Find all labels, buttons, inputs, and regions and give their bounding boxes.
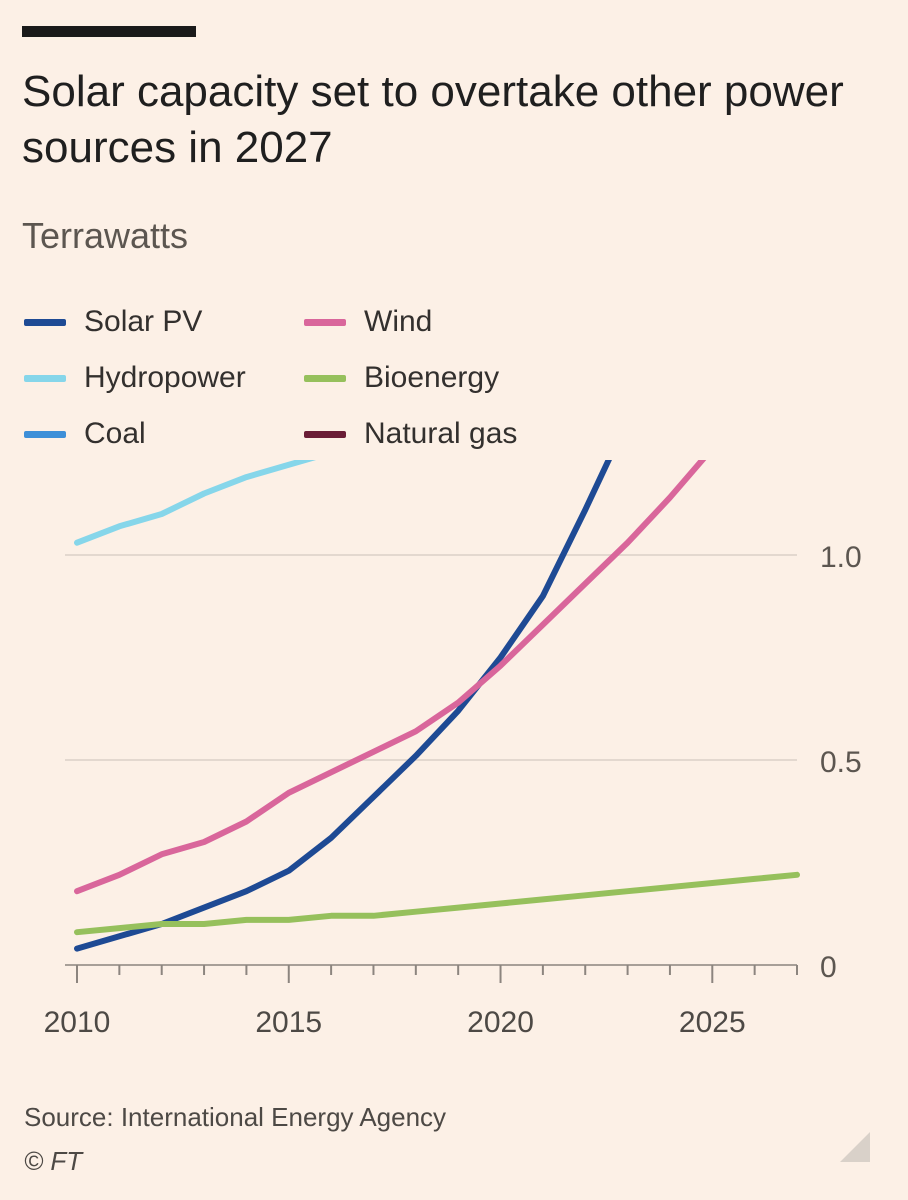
x-tick-label: 2015 — [255, 1006, 322, 1039]
header-rule — [22, 26, 196, 37]
legend-swatch — [24, 374, 66, 382]
y-tick-label: 0.5 — [820, 746, 862, 779]
y-tick-label: 0 — [820, 951, 837, 984]
source-note: Source: International Energy Agency — [24, 1102, 447, 1132]
series-line — [74, 871, 800, 936]
y-tick-label: 1.0 — [820, 541, 862, 574]
legend-swatch — [24, 430, 66, 438]
series-line — [74, 460, 707, 895]
chart-subtitle: Terrawatts — [22, 215, 189, 256]
series-line — [74, 460, 612, 952]
legend-swatch — [304, 318, 346, 326]
legend-label: Solar PV — [84, 305, 203, 338]
legend-label: Wind — [364, 305, 433, 338]
legend-item: Hydropower — [24, 356, 246, 400]
legend-item: Wind — [304, 300, 432, 344]
series-line — [74, 460, 317, 546]
resize-corner-icon — [840, 1132, 870, 1162]
copyright-note: © FT — [24, 1146, 83, 1176]
chart-legend: Solar PV Wind Hydropower Bioenergy Coal Natur… — [24, 300, 884, 470]
legend-swatch — [24, 318, 66, 326]
x-tick-label: 2010 — [44, 1006, 111, 1039]
x-tick-label: 2025 — [679, 1006, 746, 1039]
legend-label: Natural gas — [364, 417, 518, 450]
legend-item: Solar PV — [24, 300, 202, 344]
legend-item: Bioenergy — [304, 356, 499, 400]
legend-swatch — [304, 374, 346, 382]
legend-label: Coal — [84, 417, 146, 450]
legend-item: Natural gas — [304, 412, 517, 456]
legend-swatch — [304, 430, 346, 438]
chart-title: Solar capacity set to overtake other pow… — [22, 67, 844, 172]
legend-label: Bioenergy — [364, 361, 500, 394]
legend-label: Hydropower — [84, 361, 246, 394]
legend-item: Coal — [24, 412, 146, 456]
x-tick-label: 2020 — [467, 1006, 534, 1039]
